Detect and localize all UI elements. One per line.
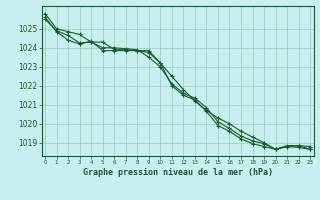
- X-axis label: Graphe pression niveau de la mer (hPa): Graphe pression niveau de la mer (hPa): [83, 168, 273, 177]
